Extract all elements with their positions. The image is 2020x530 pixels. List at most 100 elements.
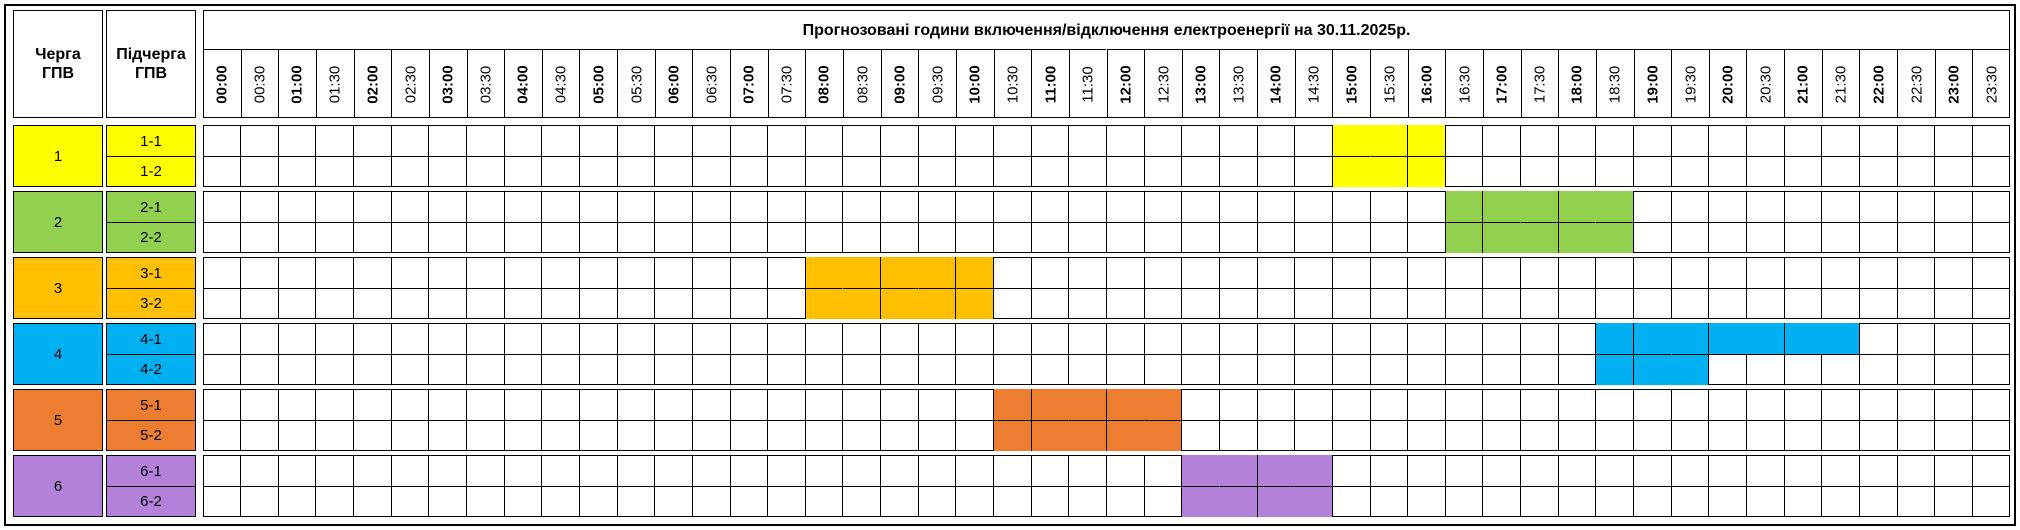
slot-cell [1143,388,1182,420]
slot-cell [955,287,994,319]
slot-cell [616,353,655,385]
slot-cell [691,419,730,451]
slot-cell [1030,419,1069,451]
slot-cell [654,322,692,354]
slot-cell [1030,155,1069,187]
slot-cell [1971,256,2010,288]
slot-cell [1595,124,1633,156]
time-text: 18:00 [1569,64,1587,104]
slot-cell [578,287,617,319]
slot-cell [1595,190,1634,222]
slot-cell [1407,454,1445,486]
slot-cell [466,419,504,451]
time-text: 22:30 [1907,65,1925,103]
slot-cell [428,388,466,420]
time-label: 05:30 [617,49,655,118]
slot-cell [1256,155,1295,187]
slot-cell [616,190,655,222]
slot-cell [315,256,353,288]
slot-cell [1369,419,1408,451]
slot-cell [1557,221,1596,253]
time-text: 04:30 [552,65,570,103]
slot-cell [1331,256,1370,288]
slot-cell [804,353,843,385]
slot-cell [1256,388,1295,420]
slot-cell [1143,256,1182,288]
slot-cell [804,485,843,517]
slot-cell [1557,419,1596,451]
slot-cell [1971,353,2010,385]
slot-cell [1294,388,1332,420]
slot-cell [277,256,316,288]
slot-cell [1633,353,1671,385]
slot-cell [880,419,918,451]
slot-cell [1444,256,1483,288]
slot-cell [1369,124,1408,156]
time-label: 23:00 [1934,49,1973,118]
slot-cell [767,256,805,288]
slot-cell [578,322,617,354]
slot-cell [880,322,918,354]
subqueue-header: Підчерга ГПВ [106,10,196,118]
slot-cell [315,388,353,420]
slot-cell [767,388,805,420]
slot-cell [691,454,730,486]
slot-cell [1896,388,1935,420]
slot-cell [1444,419,1483,451]
time-text: 04:00 [514,64,532,104]
slot-cell [315,221,354,253]
slot-cell [1633,221,1671,253]
slot-cell [1256,322,1295,354]
slot-cell [842,485,881,517]
slot-cell [1030,221,1069,253]
slot-cell [767,124,805,156]
slot-cell [654,256,692,288]
slot-cell [1934,155,1972,187]
slot-cell [1482,322,1520,354]
slot-cell [1444,322,1483,354]
slot-cell [277,221,316,253]
time-label: 12:30 [1144,49,1182,118]
time-label: 21:30 [1821,49,1860,118]
slot-cell [277,190,316,222]
slot-cell [654,190,692,222]
slot-cell [578,485,617,517]
time-label: 17:30 [1520,49,1559,118]
time-text: 01:30 [326,65,344,103]
slot-cell [1218,322,1257,354]
slot-cell [1256,419,1295,451]
slot-cell [767,221,805,253]
slot-cell [1331,190,1370,222]
slot-cell [1745,388,1784,420]
time-text: 08:00 [816,64,834,104]
slot-cell [880,124,918,156]
slot-cell [955,124,993,156]
slot-cell [1670,190,1709,222]
slot-cell [1595,287,1634,319]
slot-cell [1557,322,1596,354]
time-text: 07:00 [740,64,758,104]
slot-cell [1482,419,1521,451]
slot-cell [729,353,768,385]
slot-cell [277,124,316,156]
time-label: 01:30 [315,49,354,118]
slot-cell [1294,124,1332,156]
slot-cell [1858,221,1897,253]
slot-cell [654,221,692,253]
slot-cell [1106,353,1144,385]
slot-cell [1745,256,1784,288]
slot-cell [1256,256,1295,288]
slot-block [202,124,2010,187]
time-label: 20:30 [1746,49,1785,118]
slot-cell [1143,221,1182,253]
slot-cell [1745,287,1784,319]
slot-cell [842,190,880,222]
slot-cell [1783,256,1822,288]
slot-cell [1633,155,1671,187]
slot-cell [1934,353,1972,385]
slot-cell [1218,155,1257,187]
slot-cell [1896,454,1935,486]
subqueue-label: 4-2 [107,354,195,384]
slot-cell [767,485,805,517]
slot-cell [1482,124,1520,156]
